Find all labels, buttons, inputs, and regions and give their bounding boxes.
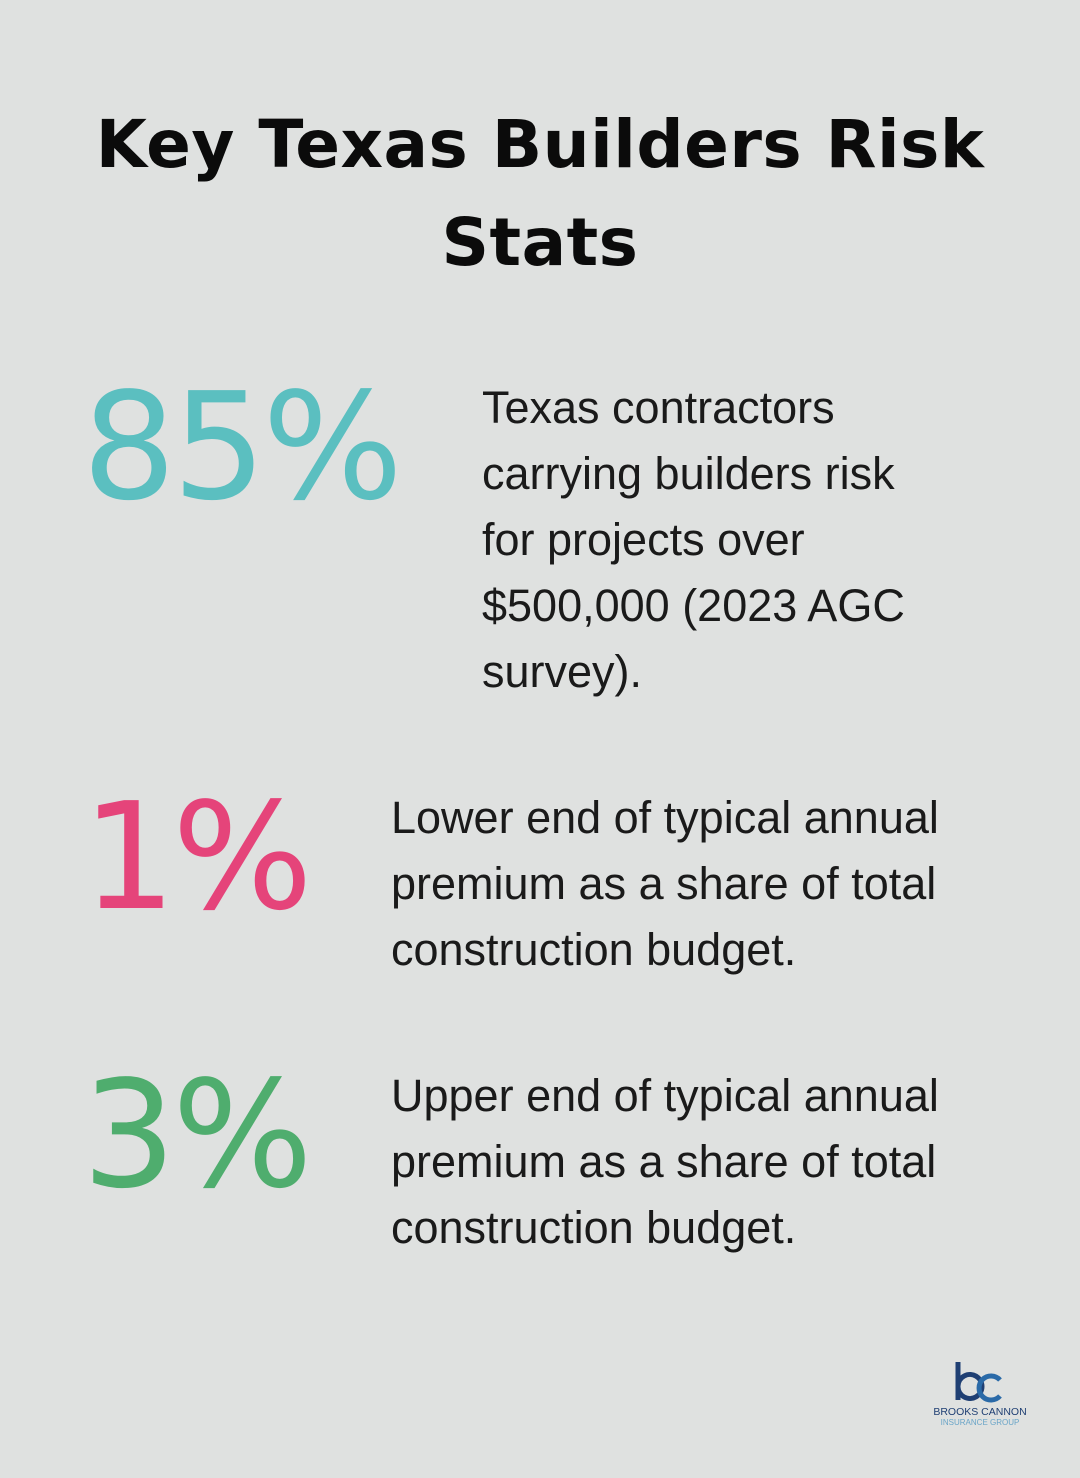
stat-value-1: 1% — [82, 771, 313, 943]
stat-description-85: Texas contractors carrying builders risk… — [482, 382, 905, 697]
page-title: Key Texas Builders Risk Stats — [95, 106, 985, 281]
brooks-cannon-logo: BROOKS CANNON INSURANCE GROUP — [920, 1360, 1040, 1427]
stat-description-3: Upper end of typical annual premium as a… — [391, 1070, 939, 1253]
stat-value-3: 3% — [82, 1049, 313, 1221]
stat-description-1: Lower end of typical annual premium as a… — [391, 792, 939, 975]
stat-value-85: 85% — [82, 361, 403, 533]
logo-line-2: INSURANCE GROUP — [940, 1418, 1020, 1427]
logo-line-1: BROOKS CANNON — [933, 1406, 1027, 1418]
bc-logo-icon — [955, 1362, 1002, 1403]
